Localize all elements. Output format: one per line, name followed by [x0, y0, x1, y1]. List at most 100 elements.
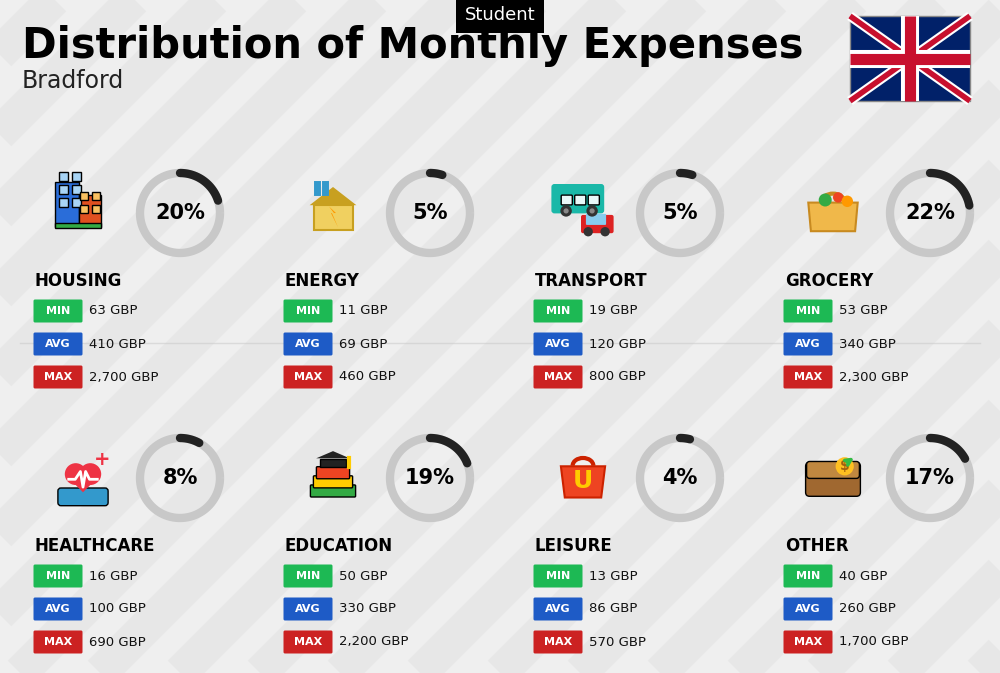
Text: AVG: AVG: [295, 604, 321, 614]
Text: 460 GBP: 460 GBP: [339, 371, 396, 384]
Text: 690 GBP: 690 GBP: [89, 635, 146, 649]
Text: 17%: 17%: [905, 468, 955, 488]
FancyBboxPatch shape: [784, 598, 832, 621]
Text: 50 GBP: 50 GBP: [339, 569, 388, 583]
FancyBboxPatch shape: [34, 332, 82, 355]
Text: EDUCATION: EDUCATION: [285, 537, 393, 555]
Text: 40 GBP: 40 GBP: [839, 569, 887, 583]
FancyBboxPatch shape: [92, 192, 100, 200]
Text: 2,700 GBP: 2,700 GBP: [89, 371, 158, 384]
FancyBboxPatch shape: [58, 488, 108, 505]
FancyBboxPatch shape: [534, 598, 582, 621]
FancyBboxPatch shape: [72, 185, 81, 194]
Circle shape: [833, 192, 843, 203]
Text: HEALTHCARE: HEALTHCARE: [35, 537, 156, 555]
FancyBboxPatch shape: [284, 332, 332, 355]
Text: AVG: AVG: [45, 604, 71, 614]
Text: 5%: 5%: [412, 203, 448, 223]
FancyBboxPatch shape: [316, 466, 350, 479]
Text: AVG: AVG: [795, 339, 821, 349]
Text: 22%: 22%: [905, 203, 955, 223]
Text: 5%: 5%: [662, 203, 698, 223]
Circle shape: [836, 457, 854, 475]
Circle shape: [79, 463, 101, 485]
Text: 4%: 4%: [662, 468, 698, 488]
FancyBboxPatch shape: [314, 205, 352, 230]
FancyBboxPatch shape: [34, 365, 82, 388]
Text: MIN: MIN: [796, 306, 820, 316]
Text: 2,200 GBP: 2,200 GBP: [339, 635, 409, 649]
Text: OTHER: OTHER: [785, 537, 849, 555]
Circle shape: [586, 205, 598, 217]
Text: AVG: AVG: [295, 339, 321, 349]
FancyBboxPatch shape: [80, 192, 88, 200]
Text: HOUSING: HOUSING: [35, 272, 122, 290]
FancyBboxPatch shape: [34, 631, 82, 653]
Text: MAX: MAX: [44, 637, 72, 647]
FancyBboxPatch shape: [588, 195, 599, 205]
Text: MIN: MIN: [546, 306, 570, 316]
FancyBboxPatch shape: [575, 195, 586, 205]
FancyBboxPatch shape: [534, 299, 582, 322]
FancyBboxPatch shape: [534, 565, 582, 588]
Text: MAX: MAX: [544, 372, 572, 382]
FancyBboxPatch shape: [59, 199, 68, 207]
FancyBboxPatch shape: [55, 223, 101, 228]
Text: Student: Student: [465, 6, 535, 24]
FancyBboxPatch shape: [59, 172, 68, 182]
FancyBboxPatch shape: [784, 332, 832, 355]
FancyBboxPatch shape: [310, 485, 356, 497]
Text: TRANSPORT: TRANSPORT: [535, 272, 648, 290]
FancyBboxPatch shape: [551, 184, 604, 213]
Text: AVG: AVG: [795, 604, 821, 614]
FancyBboxPatch shape: [72, 199, 81, 207]
Text: 13 GBP: 13 GBP: [589, 569, 638, 583]
Circle shape: [584, 227, 593, 236]
Polygon shape: [316, 451, 350, 458]
Text: MIN: MIN: [296, 306, 320, 316]
FancyBboxPatch shape: [59, 185, 68, 194]
Text: U: U: [573, 469, 593, 493]
Text: AVG: AVG: [45, 339, 71, 349]
Text: MAX: MAX: [794, 637, 822, 647]
Text: 1,700 GBP: 1,700 GBP: [839, 635, 908, 649]
Text: 410 GBP: 410 GBP: [89, 337, 146, 351]
Text: $: $: [840, 459, 850, 473]
Text: GROCERY: GROCERY: [785, 272, 873, 290]
FancyBboxPatch shape: [284, 365, 332, 388]
Text: 8%: 8%: [162, 468, 198, 488]
Text: MIN: MIN: [46, 306, 70, 316]
FancyBboxPatch shape: [34, 565, 82, 588]
FancyBboxPatch shape: [92, 205, 100, 213]
Text: AVG: AVG: [545, 339, 571, 349]
FancyBboxPatch shape: [807, 462, 859, 479]
Circle shape: [560, 205, 572, 217]
Text: 570 GBP: 570 GBP: [589, 635, 646, 649]
Text: AVG: AVG: [545, 604, 571, 614]
Text: 800 GBP: 800 GBP: [589, 371, 646, 384]
Text: 86 GBP: 86 GBP: [589, 602, 637, 616]
FancyBboxPatch shape: [284, 299, 332, 322]
FancyBboxPatch shape: [784, 299, 832, 322]
FancyBboxPatch shape: [79, 194, 101, 227]
FancyBboxPatch shape: [284, 565, 332, 588]
FancyBboxPatch shape: [581, 215, 614, 234]
Text: MIN: MIN: [796, 571, 820, 581]
Circle shape: [590, 209, 595, 213]
Polygon shape: [808, 203, 858, 232]
FancyBboxPatch shape: [534, 365, 582, 388]
Text: MIN: MIN: [296, 571, 320, 581]
Text: +: +: [94, 450, 111, 469]
Text: LEISURE: LEISURE: [535, 537, 613, 555]
Text: 69 GBP: 69 GBP: [339, 337, 387, 351]
Circle shape: [842, 196, 853, 207]
Text: 19 GBP: 19 GBP: [589, 304, 638, 318]
FancyBboxPatch shape: [784, 565, 832, 588]
Polygon shape: [561, 466, 605, 497]
Text: ENERGY: ENERGY: [285, 272, 360, 290]
FancyBboxPatch shape: [320, 459, 346, 467]
FancyBboxPatch shape: [284, 598, 332, 621]
Text: MAX: MAX: [544, 637, 572, 647]
Circle shape: [564, 209, 569, 213]
FancyBboxPatch shape: [534, 332, 582, 355]
